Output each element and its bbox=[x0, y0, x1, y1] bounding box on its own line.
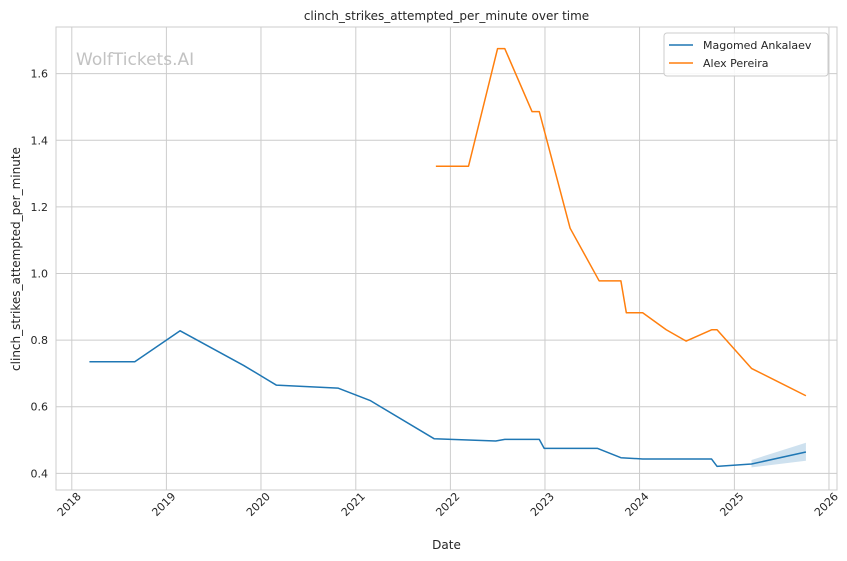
plot-area bbox=[55, 26, 838, 491]
y-tick-label: 1.2 bbox=[31, 201, 49, 214]
y-tick-label: 0.8 bbox=[31, 334, 49, 347]
y-tick-label: 1.0 bbox=[31, 267, 49, 280]
chart-title: clinch_strikes_attempted_per_minute over… bbox=[304, 9, 589, 23]
legend-box bbox=[663, 32, 829, 77]
y-tick-label: 0.4 bbox=[31, 467, 49, 480]
x-axis-label: Date bbox=[432, 538, 461, 552]
y-tick-label: 1.6 bbox=[31, 68, 49, 81]
legend-label-pereira: Alex Pereira bbox=[703, 57, 769, 70]
legend: Magomed Ankalaev Alex Pereira bbox=[663, 32, 829, 77]
y-tick-label: 0.6 bbox=[31, 401, 49, 414]
series-lines bbox=[89, 47, 807, 468]
y-tick-labels: 0.4 0.6 0.8 1.0 1.2 1.4 1.6 bbox=[31, 68, 49, 481]
y-tick-label: 1.4 bbox=[31, 134, 49, 147]
watermark: WolfTickets.AI bbox=[76, 50, 194, 70]
grid bbox=[56, 27, 837, 490]
series-0-line bbox=[89, 330, 807, 468]
series-1-line bbox=[435, 47, 807, 397]
y-axis-label: clinch_strikes_attempted_per_minute bbox=[9, 147, 23, 371]
legend-label-ankalaev: Magomed Ankalaev bbox=[703, 39, 812, 52]
